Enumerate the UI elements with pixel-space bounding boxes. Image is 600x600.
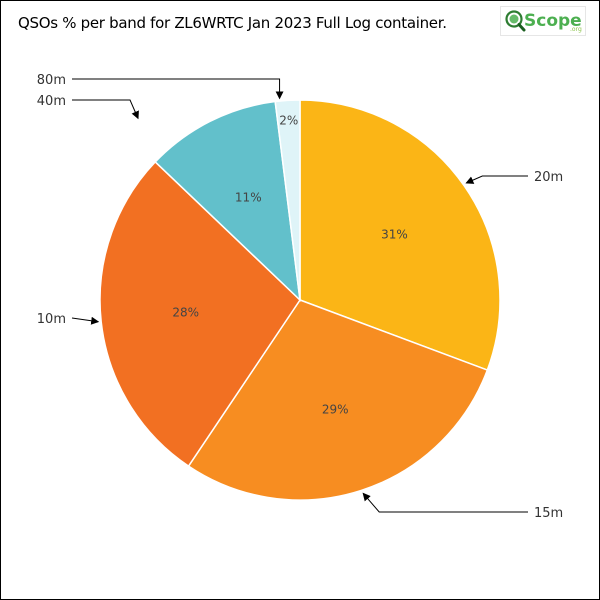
callout-label-10m: 10m	[37, 312, 66, 327]
pie-slice-80m	[274, 99, 301, 301]
logo-text: Scope	[524, 11, 582, 31]
callout-line-40m	[72, 99, 139, 120]
pie-slice-10m	[99, 160, 301, 468]
callout-line-10m	[71, 316, 100, 325]
callout-label-20m: 20m	[534, 170, 563, 185]
callout-label-40m: 40m	[37, 94, 66, 109]
slice-percent-20m: 31%	[381, 227, 408, 241]
callout-line-15m	[362, 492, 528, 513]
slice-percent-40m: 11%	[235, 190, 262, 204]
callout-line-80m	[72, 78, 284, 100]
callout-label-80m: 80m	[37, 73, 66, 88]
chart-title: QSOs % per band for ZL6WRTC Jan 2023 Ful…	[18, 14, 447, 32]
slice-percent-15m: 29%	[322, 402, 349, 416]
callout-label-15m: 15m	[534, 506, 563, 521]
logo-suffix: .org	[570, 26, 582, 33]
pie-slice-40m	[154, 100, 302, 302]
qscope-logo: Scope .org	[500, 6, 586, 36]
magnifier-globe-icon	[505, 10, 526, 32]
pie-slice-15m	[187, 299, 489, 501]
callout-line-20m	[465, 175, 528, 184]
slice-percent-10m: 28%	[172, 305, 199, 319]
slice-percent-80m: 2%	[279, 113, 298, 127]
pie-slice-20m	[299, 99, 501, 371]
